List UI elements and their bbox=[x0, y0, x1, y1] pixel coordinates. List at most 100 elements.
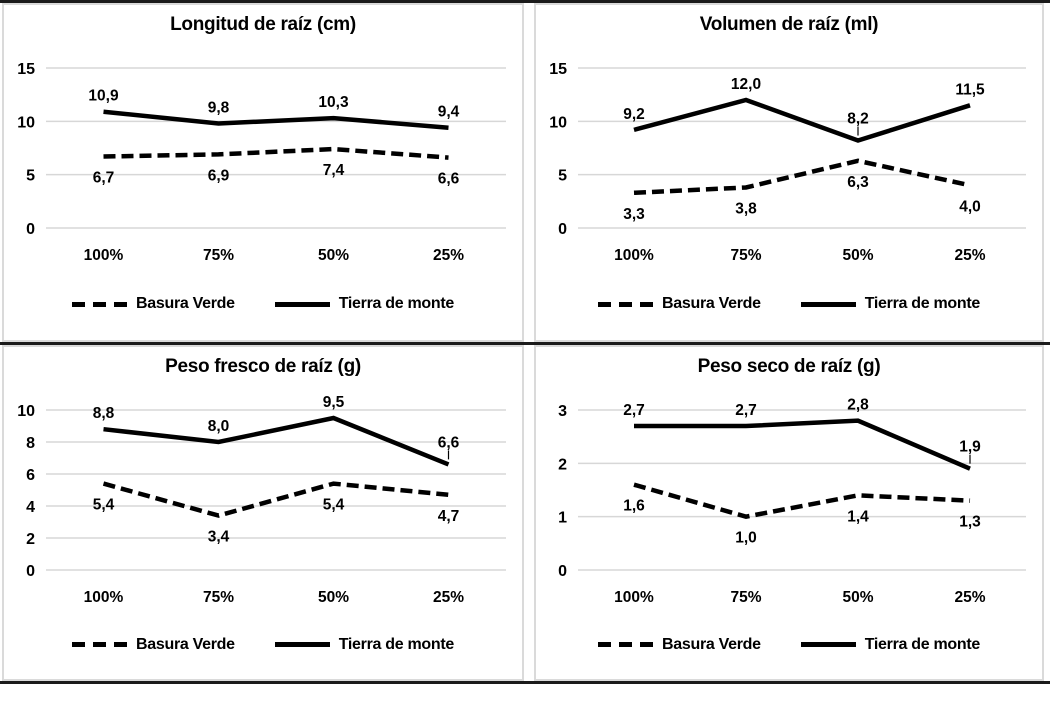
y-axis-tick-label: 5 bbox=[558, 168, 567, 185]
x-axis-tick-label: 75% bbox=[203, 247, 234, 264]
chart-panel-longitud-raiz: Longitud de raíz (cm) 0 5 10 15 100% 75% 50% 25… bbox=[2, 3, 524, 342]
chart-legend: Basura Verde Tierra de monte bbox=[536, 610, 1042, 679]
dashed-line-swatch bbox=[598, 301, 654, 307]
y-axis-tick-label: 3 bbox=[558, 403, 567, 420]
y-axis-tick-label: 10 bbox=[17, 114, 35, 131]
data-label: 6,6 bbox=[438, 171, 460, 188]
legend-label: Basura Verde bbox=[662, 635, 761, 653]
x-axis-tick-label: 75% bbox=[203, 589, 234, 606]
chart-panel-peso-seco-raiz: Peso seco de raíz (g) 0 1 2 3 100% 75% 50% 25% 1… bbox=[534, 345, 1044, 681]
data-label: 2,8 bbox=[847, 397, 869, 414]
chart-title: Volumen de raíz (ml) bbox=[699, 14, 879, 35]
series-line-dashed bbox=[103, 146, 449, 160]
dashed-line-swatch bbox=[72, 642, 128, 647]
data-label: 2,7 bbox=[735, 402, 757, 419]
solid-line-swatch bbox=[800, 301, 856, 307]
chart-legend: Basura Verde Tierra de monte bbox=[4, 268, 522, 340]
x-axis-tick-label: 50% bbox=[842, 247, 873, 264]
chart-row-top: Longitud de raíz (cm) 0 5 10 15 100% 75% 50% 25… bbox=[0, 3, 1050, 345]
data-label: 4,7 bbox=[438, 508, 460, 525]
y-axis-tick-label: 10 bbox=[17, 403, 35, 420]
y-axis-tick-label: 0 bbox=[558, 563, 567, 580]
data-label: 6,7 bbox=[93, 170, 115, 187]
y-axis-tick-label: 15 bbox=[549, 61, 567, 78]
data-label: 10,3 bbox=[318, 94, 349, 111]
legend-item-basura-verde: Basura Verde bbox=[72, 636, 235, 654]
line-chart-canvas: 0 2 4 6 8 10 100% 75% 50% 25% 5,4 3,4 5,4 4,7 8,8 8,0 9,… bbox=[17, 394, 506, 606]
y-axis-tick-label: 5 bbox=[26, 168, 35, 185]
legend-item-basura-verde: Basura Verde bbox=[598, 636, 761, 654]
data-label: 10,9 bbox=[88, 88, 119, 105]
data-label: 11,5 bbox=[955, 81, 985, 98]
data-label: 6,3 bbox=[847, 174, 869, 191]
legend-label: Tierra de monte bbox=[864, 295, 981, 312]
y-axis-tick-label: 2 bbox=[558, 456, 567, 473]
series-line-solid bbox=[633, 97, 971, 143]
data-label: 9,4 bbox=[438, 104, 460, 121]
x-axis-tick-label: 25% bbox=[954, 247, 985, 264]
y-axis-tick-label: 6 bbox=[26, 467, 35, 484]
data-label: 7,4 bbox=[323, 162, 345, 179]
legend-item-basura-verde: Basura Verde bbox=[72, 295, 235, 313]
chart-legend: Basura Verde Tierra de monte bbox=[4, 610, 522, 679]
data-label: 1,6 bbox=[623, 498, 645, 515]
y-axis-tick-label: 0 bbox=[26, 563, 35, 580]
x-axis-tick-label: 75% bbox=[730, 247, 761, 264]
y-axis-tick-label: 10 bbox=[549, 114, 567, 131]
dashed-line-swatch bbox=[598, 642, 654, 647]
data-label: 9,5 bbox=[323, 394, 345, 411]
y-axis-tick-label: 2 bbox=[26, 531, 35, 548]
data-label: 3,4 bbox=[208, 529, 230, 546]
x-axis-tick-label: 25% bbox=[433, 589, 464, 606]
solid-line-swatch bbox=[274, 301, 330, 307]
chart-title: Longitud de raíz (cm) bbox=[170, 14, 356, 35]
series-line-dashed bbox=[633, 158, 971, 196]
y-axis-tick-label: 0 bbox=[558, 221, 567, 238]
y-axis-tick-label: 0 bbox=[26, 221, 35, 238]
series-line-solid bbox=[103, 415, 450, 467]
legend-label: Basura Verde bbox=[136, 635, 235, 653]
data-label: 5,4 bbox=[93, 497, 115, 514]
line-chart-canvas: 0 5 10 15 100% 75% 50% 25% 3,3 3,8 6,3 4,0 9,2 12,0 8,… bbox=[549, 61, 1026, 264]
data-label: 1,0 bbox=[735, 530, 757, 547]
x-axis-tick-label: 100% bbox=[614, 589, 654, 606]
line-chart-canvas: 0 5 10 15 100% 75% 50% 25% 6,7 6,9 7,4 6,6 10,9 9,8 10… bbox=[17, 61, 506, 264]
data-label: 5,4 bbox=[323, 497, 345, 514]
data-label: 3,3 bbox=[623, 206, 645, 223]
legend-item-tierra-de-monte: Tierra de monte bbox=[274, 635, 455, 654]
series-line-solid bbox=[103, 109, 449, 130]
data-label: 12,0 bbox=[731, 76, 761, 93]
x-axis-tick-label: 100% bbox=[84, 247, 124, 264]
legend-item-tierra-de-monte: Tierra de monte bbox=[274, 295, 455, 313]
data-label: 9,8 bbox=[208, 99, 230, 116]
chart-legend: Basura Verde Tierra de monte bbox=[536, 268, 1042, 340]
legend-label: Tierra de monte bbox=[864, 635, 981, 653]
data-label: 1,4 bbox=[847, 508, 869, 525]
data-label: 8,8 bbox=[93, 405, 115, 422]
data-label: 6,9 bbox=[208, 167, 230, 184]
data-label: 8,0 bbox=[208, 418, 230, 435]
legend-label: Tierra de monte bbox=[338, 635, 455, 653]
legend-item-tierra-de-monte: Tierra de monte bbox=[800, 295, 981, 313]
data-label: 9,2 bbox=[623, 106, 645, 123]
data-label: 1,3 bbox=[959, 514, 981, 531]
chart-panel-peso-fresco-raiz: Peso fresco de raíz (g) 0 2 4 6 8 10 100% 75% 50… bbox=[2, 345, 524, 681]
data-label: 2,7 bbox=[623, 402, 645, 419]
x-axis-tick-label: 100% bbox=[614, 247, 654, 264]
series-line-solid bbox=[634, 418, 971, 471]
series-line-dashed bbox=[102, 481, 449, 518]
data-label: 6,6 bbox=[438, 434, 460, 451]
x-axis-tick-label: 50% bbox=[318, 589, 349, 606]
x-axis-tick-label: 25% bbox=[954, 589, 985, 606]
x-axis-tick-label: 100% bbox=[84, 589, 124, 606]
legend-label: Tierra de monte bbox=[338, 295, 455, 312]
legend-label: Basura Verde bbox=[136, 295, 235, 312]
chart-panel-volumen-raiz: Volumen de raíz (ml) 0 5 10 15 100% 75% 50% 25%… bbox=[534, 3, 1044, 342]
legend-item-tierra-de-monte: Tierra de monte bbox=[800, 635, 981, 654]
y-axis-tick-label: 4 bbox=[26, 499, 35, 516]
chart-row-bottom: Peso fresco de raíz (g) 0 2 4 6 8 10 100% 75% 50… bbox=[0, 345, 1050, 684]
chart-title: Peso seco de raíz (g) bbox=[697, 356, 881, 377]
x-axis-tick-label: 75% bbox=[730, 589, 761, 606]
y-axis-tick-label: 15 bbox=[17, 61, 35, 78]
line-chart-canvas: 0 1 2 3 100% 75% 50% 25% 1,6 1,0 1,4 1,3 2,7 2,7 2,8 1,… bbox=[558, 397, 1026, 606]
